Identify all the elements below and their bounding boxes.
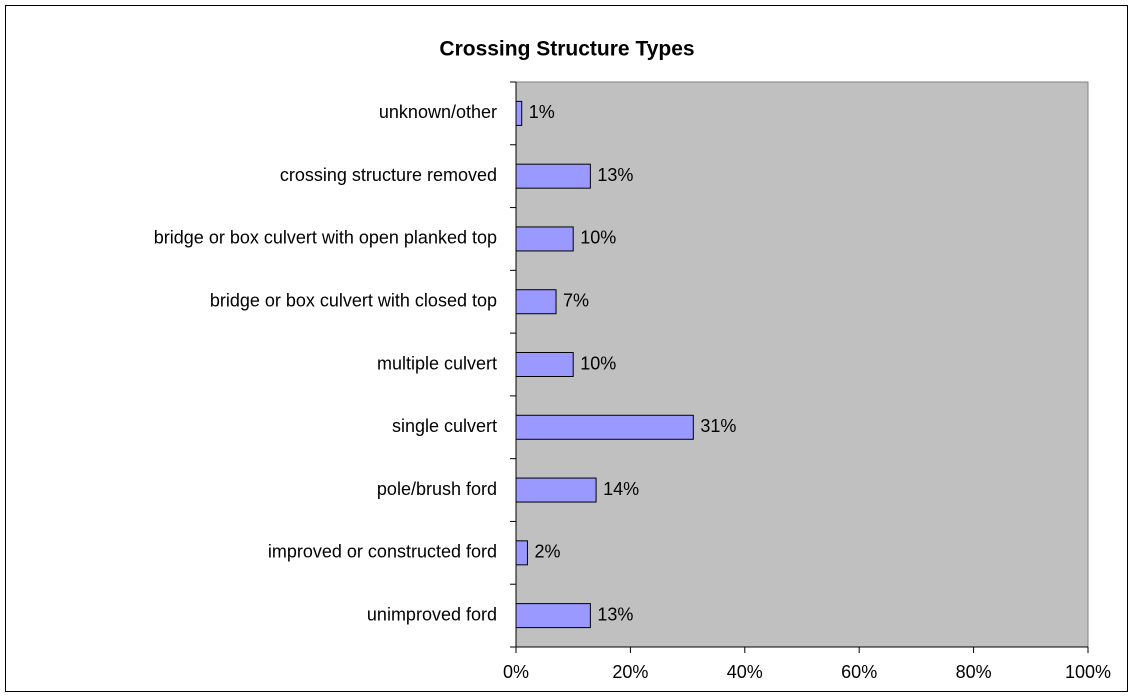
data-label: 14% [603,479,639,499]
bar [515,352,574,377]
y-tick-label: bridge or box culvert with open planked … [154,228,497,248]
y-tick-label: bridge or box culvert with closed top [210,290,497,310]
chart-title: Crossing Structure Types [439,38,694,61]
x-tick-label: 100% [1065,662,1111,682]
bar [515,477,597,503]
data-label: 7% [563,290,589,310]
bar [515,226,574,252]
bar [515,603,591,629]
y-tick-label: multiple culvert [377,353,497,373]
x-tick-label: 80% [956,662,992,682]
bar [515,289,557,315]
x-tick-label: 20% [612,662,648,682]
y-tick-label: unknown/other [379,102,497,122]
bar [515,163,591,189]
data-label: 2% [534,542,560,562]
y-tick-label: unimproved ford [367,604,497,624]
y-tick-label: single culvert [392,416,497,436]
bar [515,414,694,440]
data-label: 10% [580,228,616,248]
x-tick-label: 40% [727,662,763,682]
data-label: 13% [597,165,633,185]
bar [515,540,528,566]
data-label: 10% [580,353,616,373]
plot-area [515,81,1089,648]
x-tick-label: 60% [841,662,877,682]
data-label: 1% [529,102,555,122]
data-label: 13% [597,604,633,624]
y-tick-label: crossing structure removed [280,165,497,185]
x-tick-label: 0% [503,662,529,682]
bar [515,100,523,126]
y-tick-label: improved or constructed ford [268,542,497,562]
y-tick-label: pole/brush ford [377,479,497,499]
data-label: 31% [700,416,736,436]
